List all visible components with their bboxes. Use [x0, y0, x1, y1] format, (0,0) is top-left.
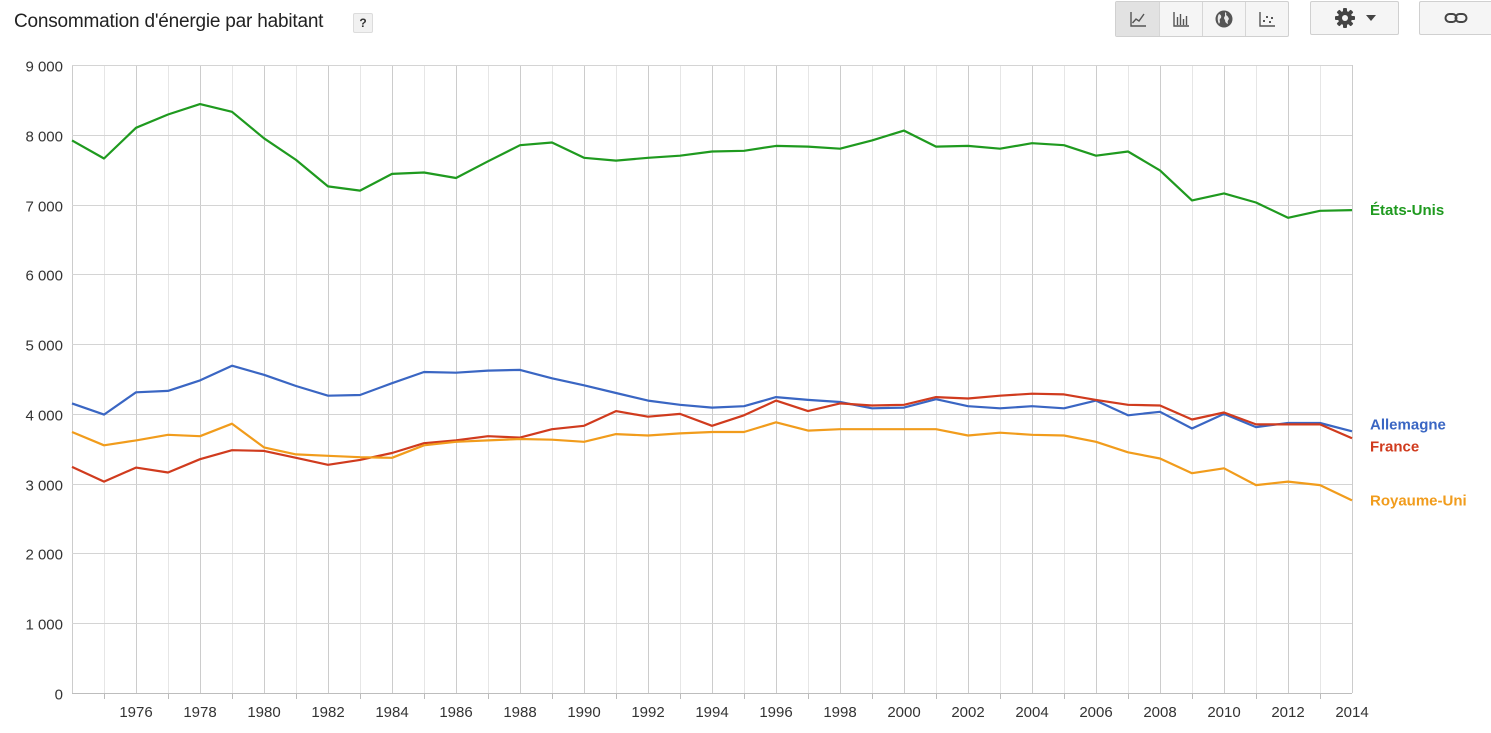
x-tick-label: 1986: [439, 704, 472, 721]
x-tick-label: 2002: [951, 704, 984, 721]
x-tick-label: 1980: [247, 704, 280, 721]
x-tick-label: 1992: [631, 704, 664, 721]
series-label: France: [1370, 438, 1419, 455]
globe-icon: [1215, 10, 1233, 28]
series-label: Allemagne: [1370, 416, 1446, 433]
bar-chart-icon: [1173, 12, 1189, 27]
y-tick-label: 9 000: [25, 59, 63, 76]
y-tick-label: 7 000: [25, 199, 63, 216]
y-tick-label: 5 000: [25, 338, 63, 355]
caret-down-icon: [1365, 15, 1376, 21]
gear-icon: [1334, 8, 1355, 28]
x-tick-label: 2014: [1335, 704, 1368, 721]
series-label: États-Unis: [1370, 202, 1444, 219]
x-tick-label: 1994: [695, 704, 728, 721]
series-line: [71, 392, 1353, 483]
x-tick-label: 2010: [1207, 704, 1240, 721]
x-tick-label: 2012: [1271, 704, 1304, 721]
x-tick-label: 1996: [759, 704, 792, 721]
x-tick-label: 1984: [375, 704, 408, 721]
series-label: Royaume-Uni: [1370, 492, 1467, 509]
chart-title: Consommation d'énergie par habitant: [14, 11, 324, 32]
settings-button[interactable]: [1310, 1, 1399, 35]
scatter-chart-icon: [1259, 12, 1275, 27]
y-tick-label: 6 000: [25, 268, 63, 285]
x-tick-label: 2006: [1079, 704, 1112, 721]
x-tick-label: 1976: [119, 704, 152, 721]
link-button[interactable]: [1419, 1, 1491, 35]
y-tick-label: 8 000: [25, 129, 63, 146]
x-tick-label: 1982: [311, 704, 344, 721]
grid: [72, 65, 1353, 699]
x-tick-label: 1988: [503, 704, 536, 721]
x-tick-label: 1990: [567, 704, 600, 721]
series-line: [71, 102, 1353, 219]
x-tick-label: 2004: [1015, 704, 1048, 721]
series-line: [71, 364, 1353, 433]
y-tick-label: 1 000: [25, 617, 63, 634]
x-tick-label: 2008: [1143, 704, 1176, 721]
x-tick-label: 2000: [887, 704, 920, 721]
help-button[interactable]: ?: [353, 13, 373, 33]
line-chart: 0 1 000 2 000 3 000 4 000 5 000 6 000 7 000 8 00…: [25, 59, 1467, 722]
chart-header: Consommation d'énergie par habitant ?: [0, 0, 1491, 44]
y-tick-label: 2 000: [25, 547, 63, 564]
line-chart-button[interactable]: [1116, 2, 1159, 36]
x-tick-label: 1998: [823, 704, 856, 721]
y-tick-label: 0: [55, 687, 63, 704]
bar-chart-button[interactable]: [1159, 2, 1202, 36]
y-tick-label: 3 000: [25, 478, 63, 495]
line-chart-icon: [1129, 12, 1146, 27]
chart-type-toolbar: [1115, 1, 1289, 37]
link-icon: [1444, 13, 1468, 23]
series-line: [71, 421, 1353, 502]
map-chart-button[interactable]: [1202, 2, 1245, 36]
y-tick-label: 4 000: [25, 408, 63, 425]
x-tick-label: 1978: [183, 704, 216, 721]
scatter-chart-button[interactable]: [1245, 2, 1288, 36]
